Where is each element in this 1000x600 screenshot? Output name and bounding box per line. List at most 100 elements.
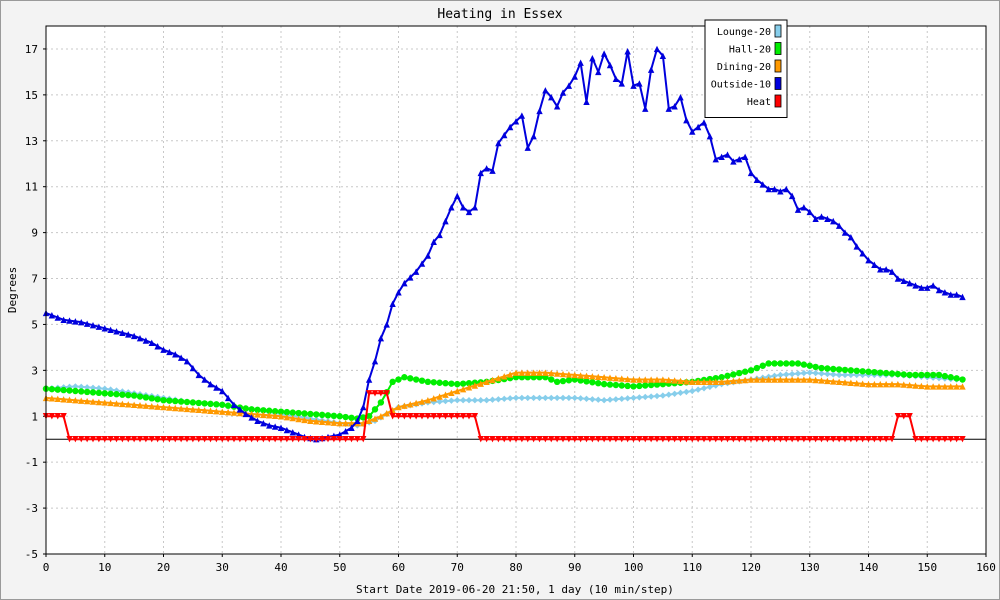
data-point-lounge-20 (824, 370, 831, 378)
data-point-lounge-20 (442, 397, 449, 405)
data-point-outside-10 (941, 289, 949, 296)
data-point-dining-20 (859, 380, 866, 387)
data-point-heat (630, 436, 637, 443)
data-point-dining-20 (636, 376, 643, 383)
data-point-outside-10 (859, 250, 866, 257)
data-point-heat (929, 436, 937, 443)
legend-label: Hall-20 (729, 45, 771, 56)
data-point-outside-10 (953, 291, 960, 298)
data-point-outside-10 (125, 331, 132, 338)
data-point-outside-10 (95, 323, 103, 330)
data-point-dining-20 (577, 372, 584, 379)
data-point-hall-20 (189, 399, 197, 406)
data-point-heat (442, 413, 449, 420)
data-point-outside-10 (166, 348, 173, 356)
x-tick-label: 110 (682, 561, 702, 574)
data-point-heat (859, 436, 866, 443)
data-point-outside-10 (230, 401, 238, 408)
data-point-hall-20 (166, 397, 173, 404)
data-point-heat (113, 436, 120, 443)
data-point-heat (736, 436, 743, 443)
data-point-hall-20 (459, 380, 467, 387)
x-tick-label: 90 (568, 561, 581, 574)
data-point-hall-20 (630, 383, 637, 390)
data-point-lounge-20 (448, 397, 455, 404)
data-point-lounge-20 (694, 386, 702, 393)
data-point-hall-20 (730, 371, 737, 378)
data-point-lounge-20 (788, 370, 796, 378)
data-point-outside-10 (753, 176, 761, 184)
data-point-outside-10 (407, 274, 414, 281)
data-point-heat (289, 436, 296, 443)
data-point-dining-20 (377, 413, 385, 420)
data-point-outside-10 (765, 185, 772, 193)
data-point-lounge-20 (777, 371, 784, 379)
data-point-dining-20 (395, 403, 402, 411)
data-point-dining-20 (66, 396, 73, 403)
data-point-heat (912, 436, 919, 443)
data-point-dining-20 (177, 405, 185, 412)
data-point-dining-20 (765, 376, 772, 383)
data-point-heat (959, 436, 966, 443)
data-point-hall-20 (465, 380, 473, 387)
data-point-dining-20 (548, 369, 555, 377)
data-point-hall-20 (119, 391, 126, 398)
data-point-dining-20 (824, 377, 831, 385)
data-point-outside-10 (712, 155, 719, 163)
data-point-heat (712, 436, 719, 443)
data-point-lounge-20 (595, 396, 602, 403)
data-point-heat (248, 436, 255, 443)
data-point-dining-20 (489, 376, 496, 384)
data-point-heat (389, 413, 396, 420)
series-layer (42, 45, 966, 443)
data-point-outside-10 (377, 335, 385, 342)
data-point-heat (407, 413, 414, 420)
data-point-heat (495, 436, 502, 443)
data-point-dining-20 (119, 400, 126, 408)
data-point-heat (512, 436, 520, 443)
data-point-outside-10 (730, 158, 737, 165)
data-point-dining-20 (266, 412, 273, 419)
data-point-lounge-20 (794, 370, 802, 377)
data-point-heat (665, 436, 672, 443)
data-point-outside-10 (718, 153, 725, 161)
data-point-dining-20 (89, 398, 97, 405)
data-point-hall-20 (888, 370, 896, 377)
data-point-lounge-20 (683, 388, 690, 396)
data-point-hall-20 (847, 367, 855, 374)
legend-swatch (774, 59, 782, 73)
data-point-dining-20 (230, 409, 238, 416)
data-point-heat (224, 436, 232, 443)
data-point-outside-10 (442, 217, 449, 225)
data-point-heat (612, 436, 620, 443)
data-point-hall-20 (595, 380, 602, 387)
y-tick-label: -1 (25, 456, 38, 469)
data-point-hall-20 (224, 402, 232, 409)
data-point-outside-10 (512, 118, 520, 125)
data-point-outside-10 (736, 155, 743, 163)
data-point-hall-20 (747, 367, 755, 374)
data-point-outside-10 (665, 105, 672, 112)
data-point-dining-20 (412, 399, 420, 407)
data-point-lounge-20 (536, 394, 543, 402)
data-point-dining-20 (700, 378, 708, 386)
data-point-hall-20 (606, 381, 614, 388)
data-point-dining-20 (454, 387, 461, 395)
data-point-outside-10 (959, 293, 966, 301)
data-point-heat (794, 436, 802, 443)
data-point-outside-10 (630, 82, 637, 89)
data-point-dining-20 (924, 383, 931, 390)
data-point-lounge-20 (489, 396, 496, 403)
data-point-heat (542, 436, 549, 443)
data-point-lounge-20 (477, 396, 484, 404)
data-point-hall-20 (254, 406, 261, 414)
data-point-hall-20 (718, 374, 725, 381)
data-point-dining-20 (871, 380, 878, 388)
data-point-dining-20 (224, 408, 232, 416)
data-point-hall-20 (882, 369, 890, 377)
x-tick-label: 20 (157, 561, 170, 574)
data-point-lounge-20 (689, 387, 696, 395)
y-tick-label: 15 (25, 89, 38, 102)
data-point-lounge-20 (835, 371, 843, 379)
data-point-dining-20 (783, 376, 790, 383)
